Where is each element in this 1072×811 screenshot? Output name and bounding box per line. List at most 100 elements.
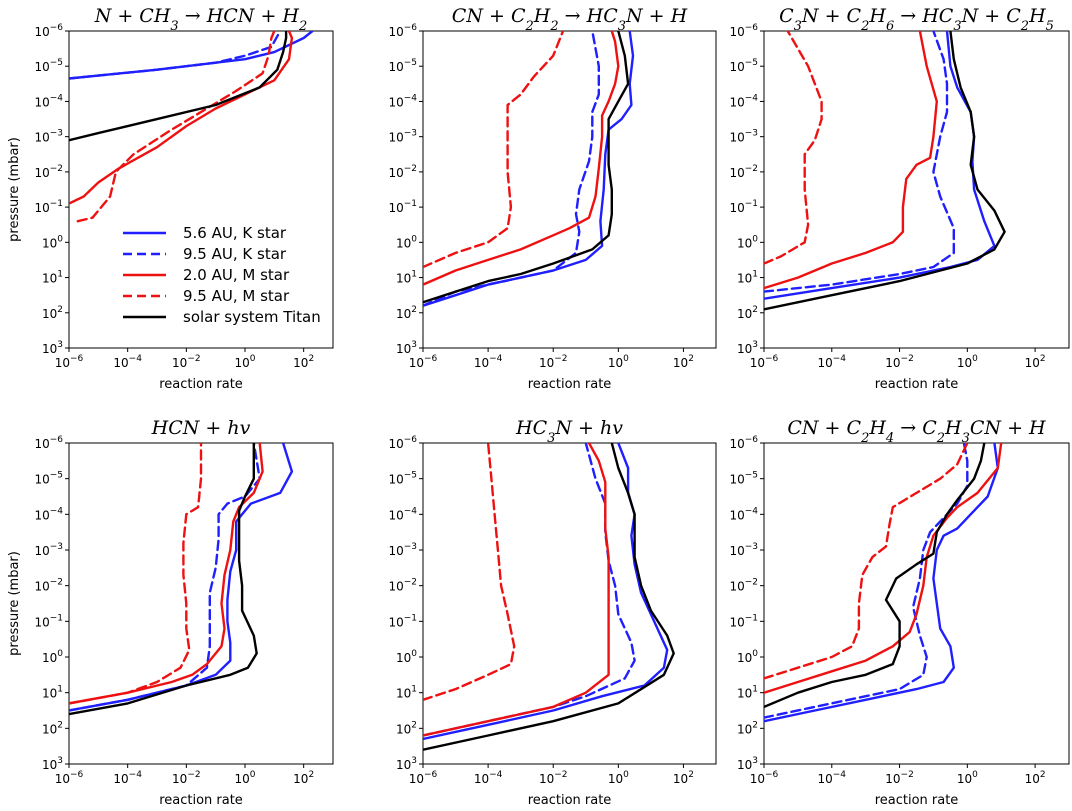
- y-tick-label: 100: [396, 234, 417, 250]
- y-tick-label: 101: [42, 270, 63, 286]
- y-tick-label: 10−2: [34, 578, 63, 594]
- legend-label: 5.6 AU, K star: [183, 224, 287, 242]
- x-tick-label: 10−6: [409, 770, 438, 786]
- x-tick-label: 102: [1025, 770, 1046, 786]
- y-tick-label: 10−5: [34, 58, 63, 74]
- y-tick-label: 10−1: [34, 613, 63, 629]
- y-tick-label: 10−1: [34, 199, 63, 215]
- y-tick-label: 10−1: [388, 613, 417, 629]
- plot-frame: [422, 442, 717, 765]
- plot-frame: [68, 442, 334, 765]
- x-tick-label: 100: [234, 770, 255, 786]
- y-tick-label: 10−2: [388, 164, 417, 180]
- series-line: [423, 443, 675, 751]
- series-line: [423, 443, 610, 737]
- panel-title: CN + C2H2 → HC3N + H: [452, 5, 688, 34]
- series-line: [764, 31, 1006, 311]
- panel-3: 10−6 10−4 10−2 100 102 10−6 10−5 10−4 10−3 10−2 10…: [729, 5, 1070, 392]
- panel-4: 10−6 10−4 10−2 100 102 10−6 10−5 10−4 10−3 10−2 10…: [7, 417, 334, 808]
- panel-2: 10−6 10−4 10−2 100 102 10−6 10−5 10−4 10−3 10−2 10…: [388, 5, 717, 392]
- y-tick-label: 102: [737, 305, 758, 321]
- panel-1: 10−6 10−4 10−2 100 102 10−6 10−5 10−4 10−3 10−2 10…: [7, 5, 334, 392]
- series-line: [764, 31, 823, 265]
- y-tick-label: 10−3: [388, 542, 417, 558]
- x-tick-label: 10−6: [750, 770, 779, 786]
- y-tick-label: 10−3: [729, 129, 758, 145]
- series-line: [76, 31, 276, 223]
- x-axis-label: reaction rate: [875, 793, 959, 808]
- y-tick-label: 10−2: [729, 164, 758, 180]
- y-tick-label: 101: [737, 270, 758, 286]
- y-tick-label: 100: [737, 234, 758, 250]
- series-line: [423, 31, 635, 307]
- series-line: [69, 31, 294, 205]
- panel-6: 10−6 10−4 10−2 100 102 10−6 10−5 10−4 10−3 10−2 10…: [729, 417, 1070, 808]
- x-tick-label: 100: [608, 354, 629, 370]
- y-tick-label: 10−6: [34, 435, 63, 451]
- x-tick-label: 102: [673, 354, 694, 370]
- x-tick-label: 10−4: [113, 354, 142, 370]
- x-tick-label: 100: [957, 770, 978, 786]
- y-tick-label: 10−5: [388, 471, 417, 487]
- y-tick-label: 10−4: [729, 506, 758, 522]
- series-line: [764, 443, 999, 723]
- panel-title: N + CH3 → HCN + H2: [94, 5, 308, 34]
- series-line: [69, 31, 282, 80]
- series-line: [764, 443, 986, 709]
- y-tick-label: 102: [42, 720, 63, 736]
- series-line: [423, 31, 630, 304]
- x-tick-label: 102: [293, 770, 314, 786]
- x-tick-label: 10−6: [55, 770, 84, 786]
- y-tick-label: 101: [737, 685, 758, 701]
- y-tick-label: 10−2: [34, 164, 63, 180]
- series-line: [423, 31, 600, 307]
- x-axis-label: reaction rate: [159, 377, 243, 392]
- series-line: [764, 31, 955, 293]
- y-tick-label: 100: [396, 649, 417, 665]
- series-line: [764, 443, 969, 719]
- x-tick-label: 10−2: [172, 770, 201, 786]
- x-axis-label: reaction rate: [875, 377, 959, 392]
- y-tick-label: 103: [396, 756, 417, 772]
- series-line: [69, 443, 258, 716]
- x-tick-label: 10−4: [474, 354, 503, 370]
- x-tick-label: 10−2: [539, 770, 568, 786]
- x-axis-label: reaction rate: [159, 793, 243, 808]
- y-tick-label: 10−1: [729, 613, 758, 629]
- x-tick-label: 102: [1025, 354, 1046, 370]
- y-tick-label: 10−5: [34, 471, 63, 487]
- y-tick-label: 10−1: [729, 199, 758, 215]
- series-line: [423, 31, 565, 269]
- x-axis-label: reaction rate: [528, 377, 612, 392]
- legend-label: solar system Titan: [183, 308, 321, 326]
- legend: 5.6 AU, K star 9.5 AU, K star 2.0 AU, M st…: [123, 224, 321, 326]
- panel-title: HCN + hv: [151, 417, 251, 439]
- x-tick-label: 102: [293, 354, 314, 370]
- y-tick-label: 10−3: [729, 542, 758, 558]
- x-axis-label: reaction rate: [528, 793, 612, 808]
- y-tick-label: 10−4: [34, 506, 63, 522]
- y-tick-label: 101: [396, 685, 417, 701]
- x-tick-label: 10−4: [817, 770, 846, 786]
- y-tick-label: 10−4: [388, 93, 417, 109]
- plot-frame: [68, 30, 334, 349]
- x-tick-label: 10−2: [539, 354, 568, 370]
- series-line: [764, 443, 1003, 694]
- y-tick-label: 10−5: [388, 58, 417, 74]
- y-tick-label: 10−1: [388, 199, 417, 215]
- series-line: [423, 443, 516, 701]
- y-tick-label: 101: [396, 270, 417, 286]
- y-tick-label: 10−2: [388, 578, 417, 594]
- y-tick-label: 10−3: [34, 542, 63, 558]
- y-tick-label: 10−6: [34, 23, 63, 39]
- series-line: [764, 443, 969, 680]
- y-tick-label: 102: [737, 720, 758, 736]
- y-tick-label: 100: [737, 649, 758, 665]
- y-tick-label: 10−4: [388, 506, 417, 522]
- series-line: [423, 31, 620, 286]
- panel-title: C3N + C2H6 → HC3N + C2H5: [779, 5, 1054, 34]
- x-tick-label: 100: [608, 770, 629, 786]
- legend-label: 9.5 AU, M star: [183, 287, 290, 305]
- x-tick-label: 100: [957, 354, 978, 370]
- series-group: [764, 443, 1003, 723]
